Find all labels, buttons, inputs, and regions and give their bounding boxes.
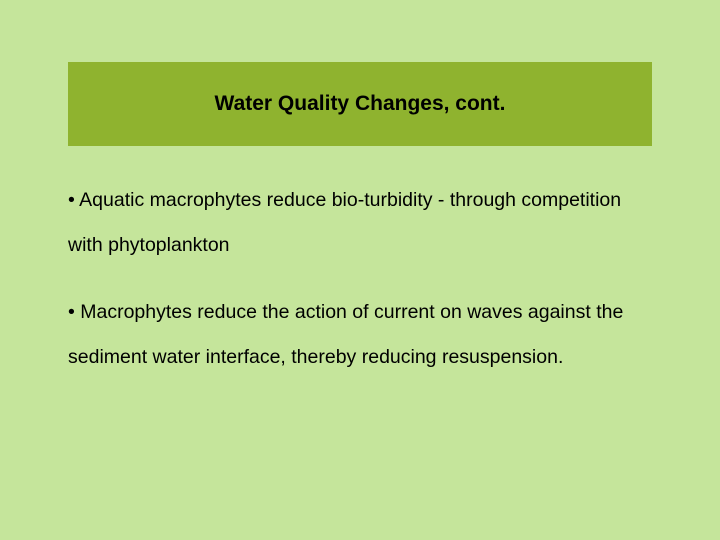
slide-title: Water Quality Changes, cont. [215,92,506,116]
title-bar: Water Quality Changes, cont. [68,62,652,146]
bullet-2: • Macrophytes reduce the action of curre… [68,290,652,380]
bullet-1: • Aquatic macrophytes reduce bio-turbidi… [68,178,652,268]
